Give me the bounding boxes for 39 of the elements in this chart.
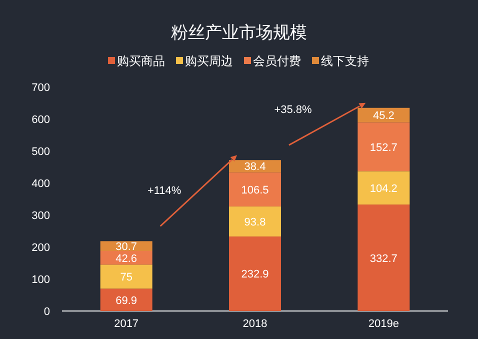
legend-label: 购买周边: [185, 54, 233, 68]
bar: [229, 172, 281, 206]
data-label: 38.4: [244, 161, 266, 174]
data-label: 104.2: [370, 182, 398, 195]
bar: [358, 108, 410, 122]
data-label: 69.9: [116, 294, 138, 307]
legend-label: 购买商品: [117, 54, 165, 68]
data-label: 45.2: [372, 110, 394, 122]
bar: [358, 171, 410, 205]
bar: [100, 288, 152, 311]
data-label: 152.7: [370, 142, 398, 154]
y-tick-label: 200: [32, 242, 50, 254]
y-tick-label: 500: [32, 146, 50, 158]
data-label: 332.7: [370, 252, 398, 265]
annotation: +35.8%: [274, 104, 312, 116]
bar: [229, 206, 281, 236]
bar: [100, 264, 152, 289]
legend-label: 会员付费: [253, 54, 301, 68]
data-label: 75: [120, 272, 132, 284]
y-tick-label: 600: [32, 114, 50, 126]
x-tick-label: 2017: [114, 318, 139, 330]
data-label: 42.6: [116, 252, 138, 265]
data-label: 93.8: [244, 216, 266, 228]
data-label: 232.9: [241, 268, 269, 281]
data-label: 30.7: [116, 241, 138, 254]
data-label: 106.5: [241, 184, 269, 196]
bar: [358, 204, 410, 311]
y-tick-label: 400: [32, 178, 50, 190]
y-tick-label: 0: [44, 306, 50, 318]
annotation: +114%: [147, 185, 182, 198]
y-tick-label: 300: [32, 210, 50, 222]
bar: [358, 122, 410, 172]
bar: [229, 236, 281, 311]
x-tick-label: 2018: [242, 318, 268, 330]
x-tick-label: 2019e: [368, 318, 399, 330]
legend-label: 线下支持: [321, 54, 369, 68]
y-tick-label: 100: [32, 274, 50, 286]
chart-title: 粉丝产业市场规模: [171, 23, 307, 42]
y-tick-label: 700: [32, 82, 50, 94]
